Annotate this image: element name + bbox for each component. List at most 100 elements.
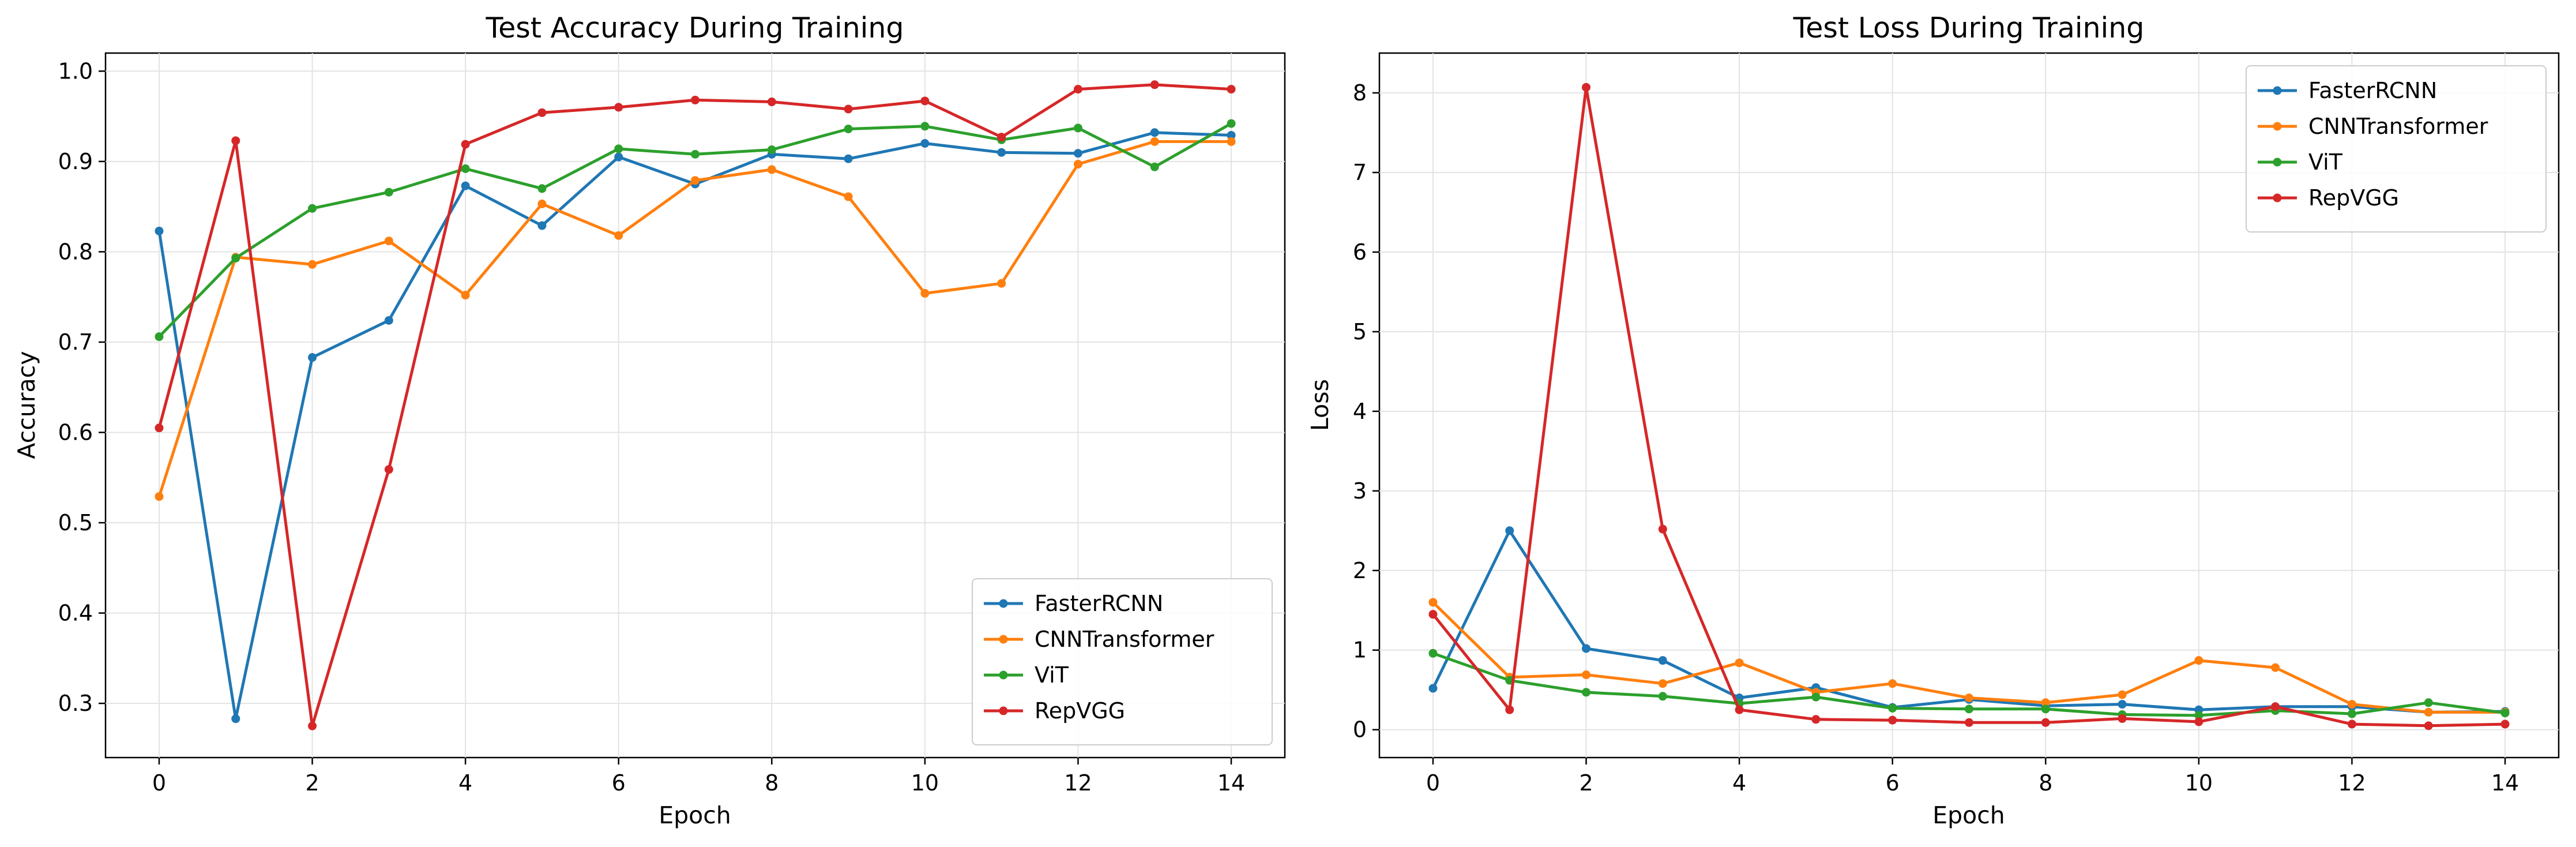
accuracy-vit-point (308, 204, 317, 213)
accuracy-cnntransformer-point (1227, 137, 1236, 146)
loss-y-tick-label: 8 (1353, 80, 1367, 106)
accuracy-cnntransformer-line (157, 140, 1231, 497)
loss-cnntransformer-point (1735, 658, 1744, 668)
loss-y-tick-label: 0 (1353, 717, 1367, 743)
accuracy-cnntransformer-point (308, 260, 317, 269)
loss-cnntransformer-point (1965, 694, 1973, 703)
loss-y-tick-label: 4 (1353, 399, 1367, 424)
loss-vit-point (1658, 692, 1667, 701)
loss-cnntransformer-point (1428, 598, 1438, 607)
accuracy-x-tick-label: 0 (152, 770, 166, 796)
loss-fasterrcnn-point (1582, 644, 1591, 653)
accuracy-repvgg-point (691, 95, 700, 104)
loss-repvgg-point (1811, 715, 1821, 724)
accuracy-repvgg-point (384, 465, 393, 474)
loss-x-tick-label: 8 (2039, 770, 2052, 796)
loss-x-tick-label: 10 (2185, 770, 2213, 796)
accuracy-cnntransformer-point (920, 288, 930, 298)
accuracy-cnntransformer-point (155, 492, 164, 501)
loss-vit-point (2041, 704, 2050, 714)
accuracy-vit-point (537, 184, 547, 193)
accuracy-cnntransformer-point (614, 231, 623, 240)
accuracy-fasterrcnn-point (997, 148, 1006, 157)
accuracy-fasterrcnn-point (844, 154, 853, 163)
accuracy-vit-point (920, 122, 930, 131)
loss-repvgg-point (1582, 83, 1591, 92)
loss-cnntransformer-point (2194, 656, 2203, 665)
loss-x-tick-label: 4 (1732, 770, 1746, 796)
accuracy-cnntransformer-point (997, 279, 1006, 288)
loss-repvgg-point (2424, 721, 2433, 730)
accuracy-cnntransformer-point (1073, 160, 1082, 169)
accuracy-y-tick-label: 1.0 (58, 58, 93, 84)
accuracy-fasterrcnn-point (1227, 130, 1236, 140)
loss-vit-point (2500, 709, 2510, 718)
accuracy-fasterrcnn-point (308, 353, 317, 362)
accuracy-cnntransformer-point (767, 165, 776, 174)
accuracy-vit-point (1227, 119, 1236, 128)
accuracy-fasterrcnn-point (614, 152, 623, 162)
loss-repvgg-point (1888, 715, 1897, 725)
loss-legend (2246, 65, 2547, 233)
loss-vit-point (1582, 688, 1591, 697)
loss-fasterrcnn-point (2118, 700, 2127, 709)
loss-vit-point (1428, 649, 1438, 658)
accuracy-y-tick-label: 0.8 (58, 239, 93, 264)
accuracy-vit-point (461, 164, 470, 173)
accuracy-legend-vit-marker (999, 670, 1008, 680)
loss-repvgg-point (1505, 705, 1514, 714)
accuracy-fasterrcnn-point (231, 714, 240, 724)
loss-repvgg-point (2118, 714, 2127, 723)
loss-legend-repvgg-label: RepVGG (2308, 185, 2399, 211)
accuracy-fasterrcnn-point (461, 181, 470, 190)
accuracy-x-tick-label: 8 (765, 770, 779, 796)
loss-y-tick-label: 3 (1353, 478, 1367, 504)
accuracy-fasterrcnn-point (1150, 128, 1159, 137)
loss-y-tick-label: 6 (1353, 239, 1367, 265)
loss-fasterrcnn-point (1505, 526, 1514, 535)
accuracy-vit-point (384, 188, 393, 197)
loss-repvgg-point (2041, 718, 2050, 727)
accuracy-chart-title: Test Accuracy During Training (486, 12, 904, 44)
accuracy-fasterrcnn-point (384, 316, 393, 325)
accuracy-y-axis-label: Accuracy (13, 351, 40, 459)
loss-vit-point (1965, 704, 1973, 714)
loss-fasterrcnn-point (1428, 684, 1438, 693)
accuracy-legend-repvgg-label: RepVGG (1035, 698, 1125, 724)
accuracy-legend-fasterrcnn-marker (999, 599, 1008, 608)
loss-cnntransformer-point (2424, 707, 2433, 717)
accuracy-legend (972, 578, 1273, 745)
accuracy-vit-point (844, 124, 853, 133)
accuracy-x-tick-label: 4 (458, 770, 472, 796)
loss-repvgg-point (1658, 524, 1667, 534)
accuracy-legend-cnntransformer-marker (999, 635, 1008, 644)
loss-repvgg-point (2271, 702, 2280, 711)
accuracy-repvgg-point (537, 108, 547, 117)
accuracy-fasterrcnn-point (1073, 149, 1082, 158)
loss-legend-vit-marker (2273, 158, 2282, 167)
loss-vit-point (1811, 692, 1821, 702)
accuracy-repvgg-point (614, 103, 623, 112)
loss-legend-vit-label: ViT (2308, 149, 2343, 175)
loss-y-tick-label: 5 (1353, 319, 1367, 344)
loss-y-tick-label: 2 (1353, 558, 1367, 583)
loss-cnntransformer-point (1658, 679, 1667, 688)
loss-x-tick-label: 2 (1579, 770, 1593, 796)
accuracy-chart: Test Accuracy During Training Epoch Accu… (13, 12, 1286, 829)
loss-vit-point (2194, 711, 2203, 720)
accuracy-legend-cnntransformer-label: CNNTransformer (1035, 627, 1214, 652)
accuracy-legend-fasterrcnn-label: FasterRCNN (1035, 591, 1163, 616)
loss-legend-repvgg-marker (2273, 193, 2282, 203)
accuracy-repvgg-point (308, 721, 317, 730)
accuracy-repvgg-point (1150, 80, 1159, 89)
loss-repvgg-point (2194, 717, 2203, 726)
accuracy-repvgg-point (461, 140, 470, 149)
loss-vit-point (1888, 703, 1897, 713)
accuracy-x-tick-label: 10 (911, 770, 939, 796)
loss-y-tick-label: 7 (1353, 160, 1367, 185)
loss-cnntransformer-point (1888, 679, 1897, 688)
accuracy-cnntransformer-point (1150, 137, 1159, 146)
loss-chart: Test Loss During Training Epoch Loss 0 2 4… (1306, 12, 2560, 829)
accuracy-legend-vit-label: ViT (1035, 662, 1069, 688)
